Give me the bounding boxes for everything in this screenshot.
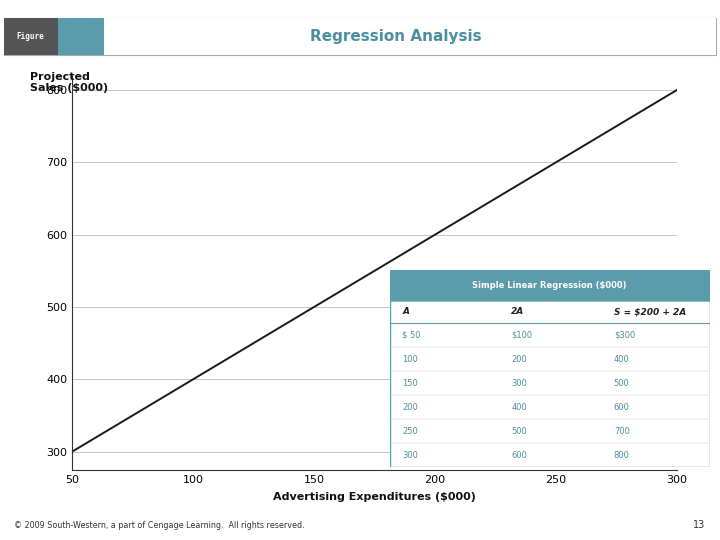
Text: $ 50: $ 50 — [402, 330, 420, 340]
Text: 300: 300 — [402, 450, 418, 460]
Text: Simple Linear Regression ($000): Simple Linear Regression ($000) — [472, 281, 627, 290]
Bar — [4, 18, 58, 55]
Text: 500: 500 — [613, 379, 629, 388]
Text: © 2009 South-Western, a part of Cengage Learning.  All rights reserved.: © 2009 South-Western, a part of Cengage … — [14, 521, 305, 530]
Text: 150: 150 — [402, 379, 418, 388]
Text: 600: 600 — [511, 450, 527, 460]
Text: Projected
Sales ($000): Projected Sales ($000) — [30, 72, 108, 93]
Text: 400: 400 — [511, 403, 527, 411]
X-axis label: Advertising Expenditures ($000): Advertising Expenditures ($000) — [273, 491, 476, 502]
Text: 250: 250 — [402, 427, 418, 436]
Text: 800: 800 — [613, 450, 630, 460]
Text: 400: 400 — [613, 355, 629, 363]
Text: 700: 700 — [613, 427, 630, 436]
Text: 200: 200 — [511, 355, 527, 363]
Text: $100: $100 — [511, 330, 532, 340]
Text: 100: 100 — [402, 355, 418, 363]
Text: 13: 13 — [693, 520, 706, 530]
Bar — [58, 18, 104, 55]
Text: Figure: Figure — [17, 32, 45, 41]
Text: 500: 500 — [511, 427, 527, 436]
Text: S = $200 + 2A: S = $200 + 2A — [613, 307, 686, 316]
Text: A: A — [402, 307, 410, 316]
Text: 300: 300 — [511, 379, 527, 388]
Bar — [104, 18, 716, 55]
Text: 2A: 2A — [511, 307, 525, 316]
Bar — [390, 270, 710, 301]
Text: Regression Analysis: Regression Analysis — [310, 29, 482, 44]
Text: 200: 200 — [402, 403, 418, 411]
Text: 600: 600 — [613, 403, 630, 411]
Text: $300: $300 — [613, 330, 635, 340]
